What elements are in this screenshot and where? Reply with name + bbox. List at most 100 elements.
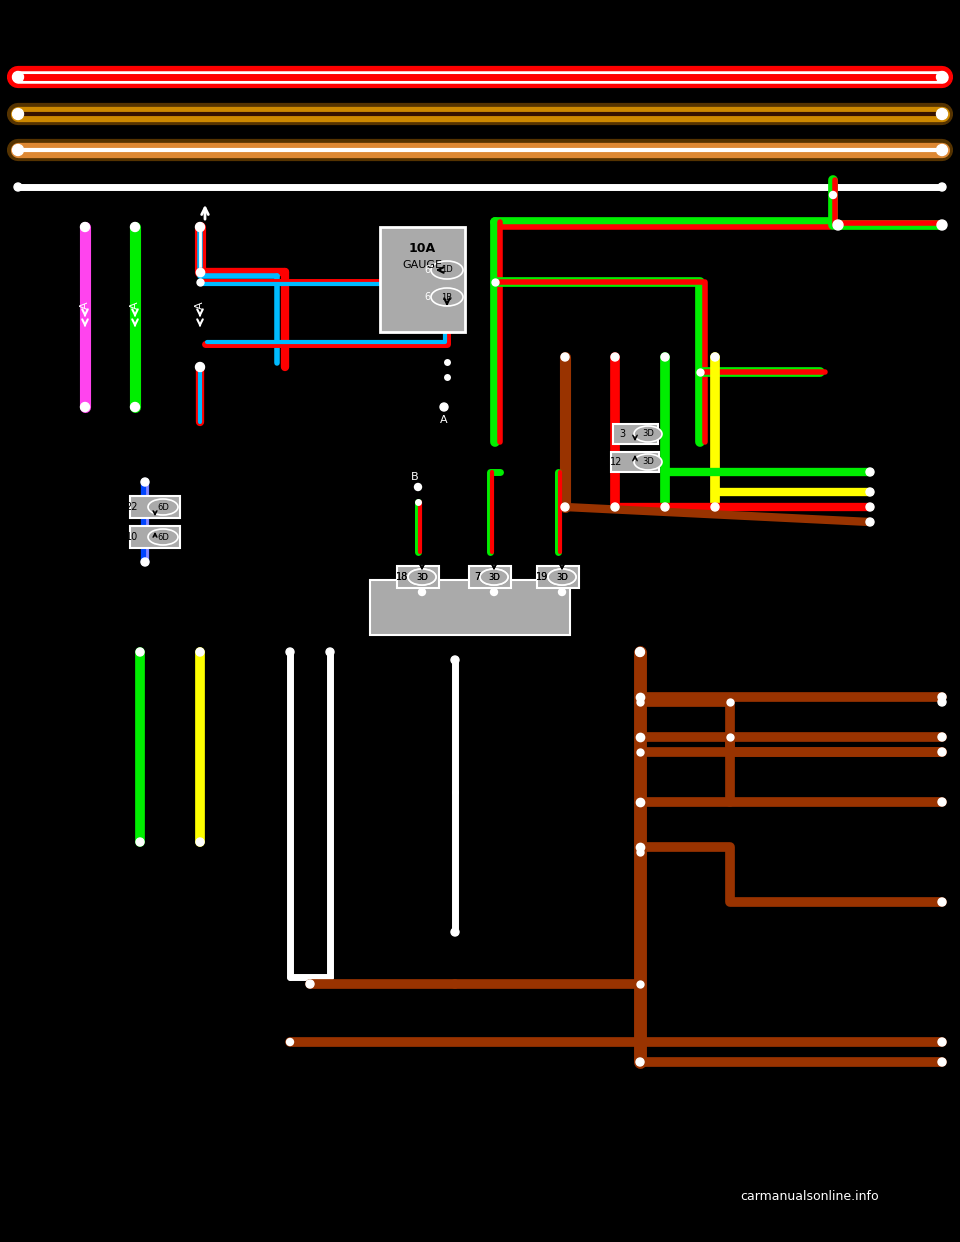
Ellipse shape [408, 569, 436, 585]
Ellipse shape [431, 261, 463, 279]
Circle shape [561, 353, 569, 361]
Text: 1D: 1D [442, 266, 453, 274]
Circle shape [141, 558, 149, 566]
Text: 3D: 3D [416, 573, 428, 581]
Circle shape [866, 518, 874, 527]
Ellipse shape [548, 569, 576, 585]
Text: 12: 12 [610, 457, 622, 467]
Text: 3D: 3D [556, 573, 568, 581]
FancyBboxPatch shape [612, 424, 658, 443]
FancyBboxPatch shape [370, 580, 570, 635]
Text: GAUGE: GAUGE [402, 260, 443, 270]
Text: 10: 10 [126, 532, 138, 542]
Circle shape [938, 698, 946, 705]
Circle shape [419, 589, 425, 595]
Circle shape [938, 733, 946, 741]
Circle shape [611, 503, 619, 510]
Circle shape [81, 222, 89, 231]
Circle shape [12, 72, 23, 82]
Circle shape [938, 898, 946, 905]
FancyBboxPatch shape [469, 566, 511, 587]
Ellipse shape [480, 569, 508, 585]
Text: 19: 19 [536, 573, 548, 582]
FancyBboxPatch shape [397, 566, 439, 587]
FancyBboxPatch shape [380, 227, 465, 332]
Text: 6: 6 [424, 265, 430, 274]
Circle shape [136, 838, 144, 846]
Ellipse shape [480, 569, 508, 585]
Text: 1B: 1B [442, 293, 452, 302]
Circle shape [937, 144, 948, 155]
Text: 6D: 6D [157, 503, 169, 512]
Circle shape [141, 478, 149, 486]
Circle shape [937, 72, 948, 82]
Circle shape [938, 799, 946, 806]
FancyBboxPatch shape [611, 452, 659, 472]
Text: B: B [411, 472, 419, 482]
Circle shape [829, 191, 836, 199]
Circle shape [866, 468, 874, 476]
Ellipse shape [634, 426, 662, 442]
Circle shape [196, 222, 204, 231]
Circle shape [937, 220, 947, 230]
Circle shape [937, 108, 948, 119]
Circle shape [131, 402, 139, 411]
Circle shape [661, 503, 669, 510]
Circle shape [451, 928, 459, 936]
Text: carmanualsonline.info: carmanualsonline.info [741, 1191, 879, 1203]
Circle shape [866, 488, 874, 496]
Circle shape [661, 353, 669, 361]
Text: 6D: 6D [157, 533, 169, 542]
Circle shape [938, 1038, 946, 1046]
Ellipse shape [408, 569, 436, 585]
Circle shape [636, 1058, 644, 1066]
Text: 3D: 3D [642, 457, 654, 467]
Circle shape [833, 220, 843, 230]
Text: 3D: 3D [488, 573, 500, 581]
Text: 3D: 3D [556, 573, 568, 581]
Text: 3D: 3D [642, 430, 654, 438]
Circle shape [286, 1038, 294, 1046]
Circle shape [14, 183, 22, 191]
Text: 7: 7 [473, 573, 480, 582]
Text: 18: 18 [396, 573, 408, 582]
Circle shape [559, 589, 565, 595]
Circle shape [938, 693, 946, 700]
Circle shape [491, 589, 497, 595]
Circle shape [938, 748, 946, 756]
Text: 6: 6 [424, 292, 430, 302]
Text: 3D: 3D [488, 573, 500, 581]
Ellipse shape [431, 288, 463, 306]
Circle shape [12, 144, 23, 155]
Text: 18: 18 [396, 573, 408, 582]
Ellipse shape [148, 499, 178, 515]
Ellipse shape [548, 569, 576, 585]
Circle shape [938, 183, 946, 191]
Circle shape [636, 647, 644, 657]
Text: 3: 3 [619, 428, 625, 438]
Circle shape [196, 838, 204, 846]
Circle shape [440, 402, 448, 411]
Circle shape [866, 503, 874, 510]
Circle shape [131, 222, 139, 231]
Text: 7: 7 [473, 573, 480, 582]
Circle shape [136, 648, 144, 656]
Circle shape [938, 1058, 946, 1066]
Circle shape [611, 353, 619, 361]
Text: 3D: 3D [416, 573, 428, 581]
FancyBboxPatch shape [537, 566, 579, 587]
FancyBboxPatch shape [130, 527, 180, 548]
Circle shape [12, 108, 23, 119]
Text: A: A [195, 302, 205, 309]
Circle shape [196, 363, 204, 371]
Circle shape [711, 353, 719, 361]
Circle shape [415, 483, 421, 491]
FancyBboxPatch shape [130, 496, 180, 518]
Circle shape [636, 648, 644, 656]
Ellipse shape [634, 455, 662, 469]
Text: 10A: 10A [409, 242, 436, 256]
Circle shape [196, 648, 204, 656]
Circle shape [326, 648, 334, 656]
Circle shape [306, 980, 314, 987]
Circle shape [451, 656, 459, 664]
